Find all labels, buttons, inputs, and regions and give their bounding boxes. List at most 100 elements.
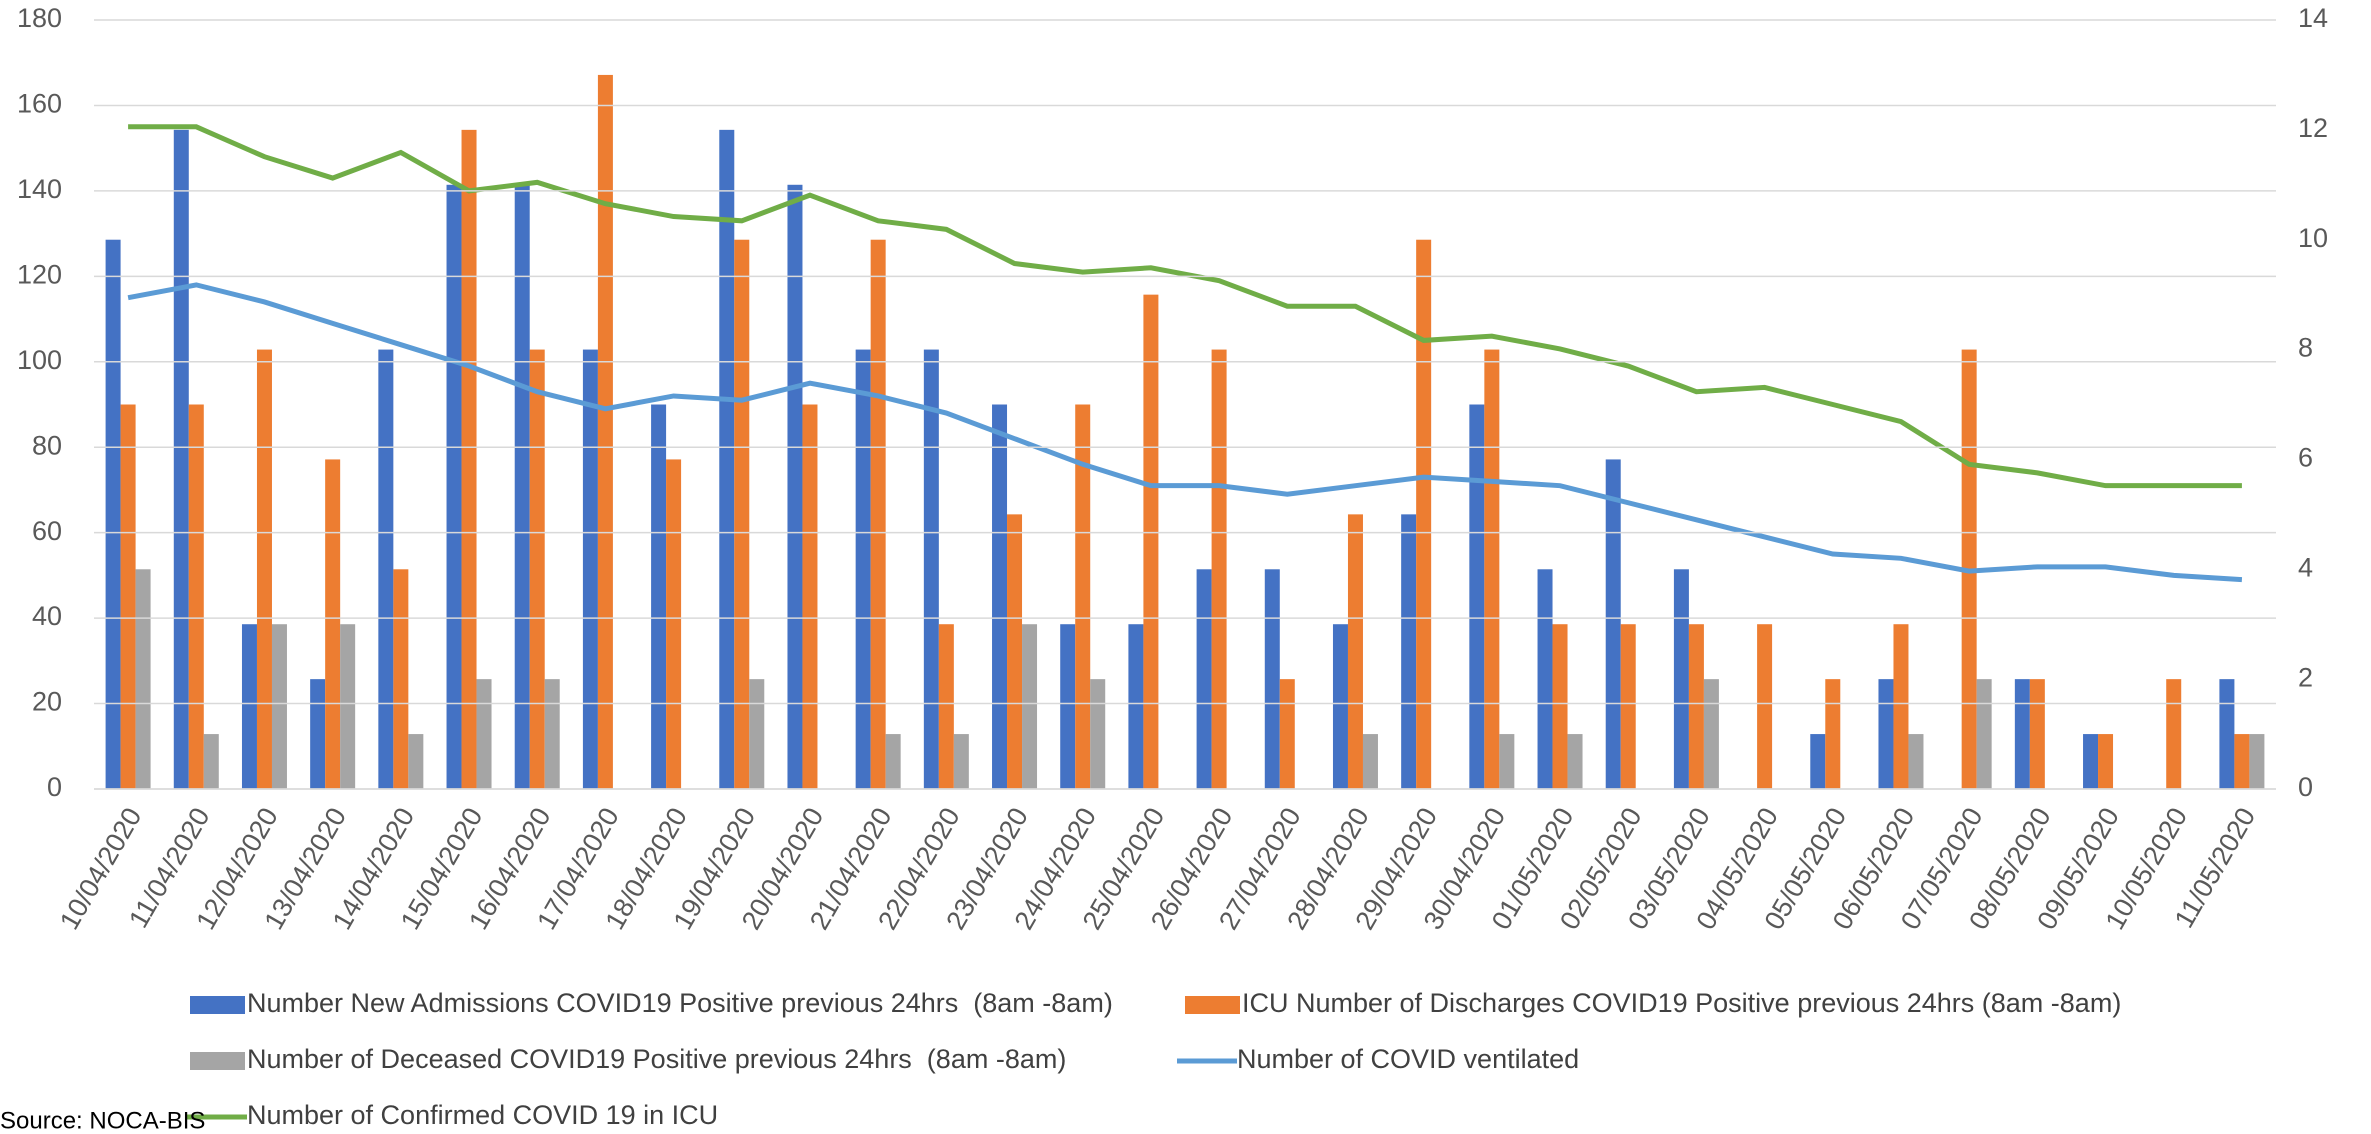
legend-label: Number of COVID ventilated — [1237, 1044, 1579, 1074]
bar — [1143, 294, 1159, 789]
bar — [120, 404, 136, 789]
bar — [1484, 349, 1500, 789]
bar — [1362, 734, 1378, 789]
legend-label: ICU Number of Discharges COVID19 Positiv… — [1242, 988, 2121, 1018]
bar — [1605, 459, 1621, 789]
bar — [1810, 734, 1826, 789]
bar — [2166, 679, 2182, 789]
y2-tick-label: 14 — [2298, 3, 2328, 33]
bar — [310, 679, 326, 789]
bar — [1332, 624, 1348, 789]
bar — [393, 569, 409, 789]
bar — [2234, 734, 2250, 789]
y-tick-label: 180 — [17, 3, 62, 33]
legend-swatch — [190, 1052, 245, 1070]
legend-swatch — [190, 996, 245, 1014]
bar — [1469, 404, 1485, 789]
bar — [271, 624, 287, 789]
bar — [2249, 734, 2265, 789]
bar — [802, 404, 818, 789]
bar — [2098, 734, 2114, 789]
y-tick-label: 80 — [32, 430, 62, 460]
y-tick-label: 60 — [32, 516, 62, 546]
y2-tick-label: 4 — [2298, 552, 2313, 582]
bar — [529, 349, 545, 789]
bar — [241, 624, 257, 789]
bar — [1688, 624, 1704, 789]
bar — [1128, 624, 1144, 789]
bar — [1347, 514, 1363, 789]
bar — [203, 734, 219, 789]
bar — [2014, 679, 2030, 789]
bar — [1499, 734, 1515, 789]
bar — [2083, 734, 2099, 789]
bar — [340, 624, 356, 789]
line — [128, 124, 2242, 489]
bar — [953, 734, 969, 789]
bar — [855, 349, 871, 789]
bar — [1703, 679, 1719, 789]
bar — [734, 239, 750, 789]
bar — [408, 734, 424, 789]
bar — [1757, 624, 1773, 789]
bar — [1196, 569, 1212, 789]
y2-tick-label: 10 — [2298, 223, 2328, 253]
bar — [666, 459, 682, 789]
bar — [461, 129, 477, 789]
bar — [992, 404, 1008, 789]
bar — [325, 459, 341, 789]
bar — [1211, 349, 1227, 789]
bar — [1264, 569, 1280, 789]
y-tick-label: 100 — [17, 345, 62, 375]
bar — [188, 404, 204, 789]
bar — [651, 404, 667, 789]
bar — [135, 569, 151, 789]
bar — [885, 734, 901, 789]
bar — [1401, 514, 1417, 789]
bar — [1825, 679, 1841, 789]
y-tick-label: 120 — [17, 259, 62, 289]
bar — [1416, 239, 1432, 789]
bar — [1090, 679, 1106, 789]
y2-tick-label: 0 — [2298, 772, 2313, 802]
bar — [870, 239, 886, 789]
bar — [749, 679, 765, 789]
legend-swatch — [1185, 996, 1240, 1014]
bar — [719, 129, 735, 789]
bar — [1673, 569, 1689, 789]
bar — [1893, 624, 1909, 789]
bar — [938, 624, 954, 789]
y2-tick-label: 12 — [2298, 113, 2328, 143]
bar — [1552, 624, 1568, 789]
bar — [1620, 624, 1636, 789]
bar — [1060, 624, 1076, 789]
y-tick-label: 20 — [32, 687, 62, 717]
bar — [2219, 679, 2235, 789]
y-tick-label: 0 — [47, 772, 62, 802]
y2-tick-label: 2 — [2298, 662, 2313, 692]
y2-tick-label: 6 — [2298, 443, 2313, 473]
bar — [1567, 734, 1583, 789]
bar — [1007, 514, 1023, 789]
bar — [923, 349, 939, 789]
bar — [378, 349, 394, 789]
y-tick-label: 160 — [17, 89, 62, 119]
y-tick-label: 140 — [17, 174, 62, 204]
legend-label: Number of Confirmed COVID 19 in ICU — [247, 1100, 718, 1130]
bar — [582, 349, 598, 789]
bar — [1075, 404, 1091, 789]
source: Source: NOCA-BIS — [0, 1107, 205, 1134]
y-tick-label: 40 — [32, 601, 62, 631]
bar — [105, 239, 121, 789]
bar — [597, 74, 613, 789]
bar — [2029, 679, 2045, 789]
bar — [1908, 734, 1924, 789]
legend-label: Number New Admissions COVID19 Positive p… — [247, 988, 1113, 1018]
legend-label: Number of Deceased COVID19 Positive prev… — [247, 1044, 1066, 1074]
bar — [1537, 569, 1553, 789]
bar — [446, 184, 462, 790]
bar — [256, 349, 272, 789]
bar — [173, 129, 189, 789]
bar — [787, 184, 803, 790]
